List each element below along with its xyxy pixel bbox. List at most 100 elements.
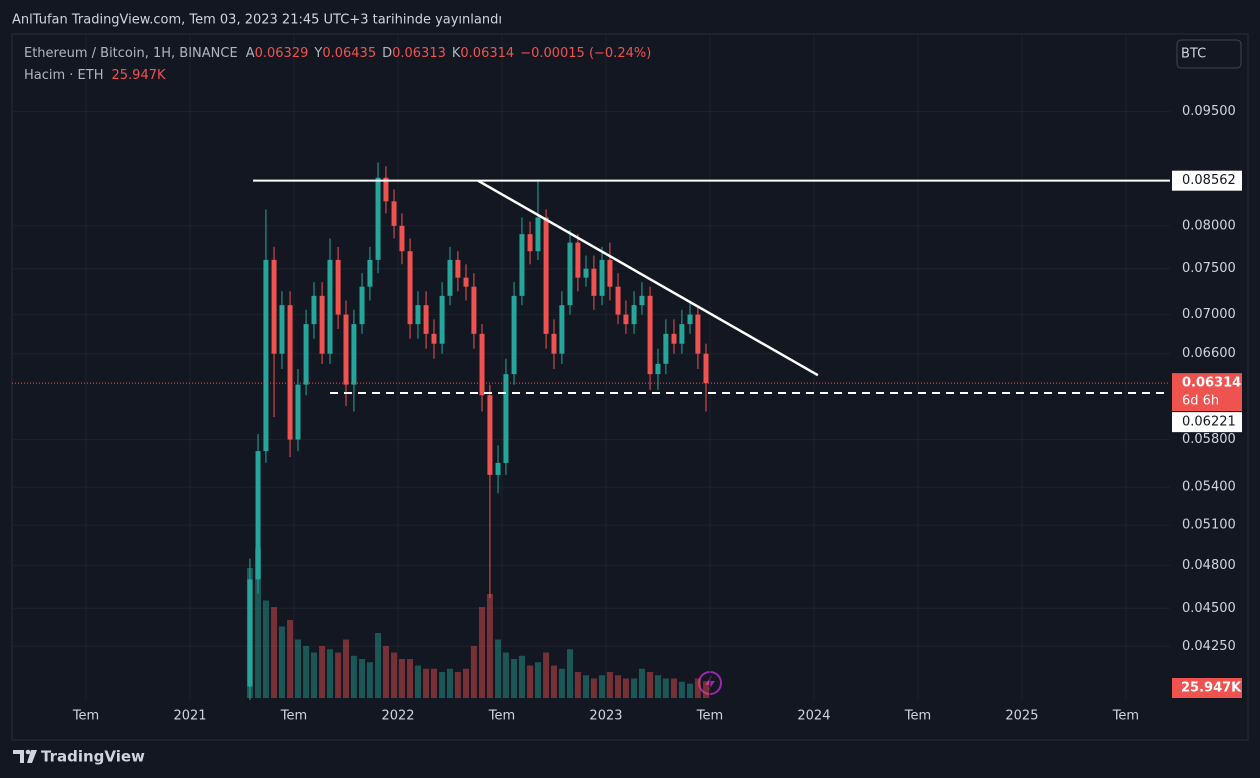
candle-body [351, 324, 357, 385]
candle-body [567, 242, 573, 306]
ohlc-value: 0.06313 [392, 46, 446, 61]
candle-body [383, 177, 389, 202]
x-tick-label: 2024 [797, 709, 830, 724]
volume-bar [511, 659, 518, 698]
candle-body [343, 314, 349, 385]
price-label-box [1172, 170, 1242, 191]
volume-bar [303, 646, 310, 698]
volume-bar [543, 652, 550, 698]
candle-body [375, 177, 381, 260]
volume-bar [446, 668, 453, 698]
ohlc-value: 0.06314 [460, 46, 514, 61]
candle-body [279, 305, 285, 354]
candle-body [511, 295, 517, 375]
volume-bar [319, 646, 326, 698]
candle-body [687, 314, 693, 325]
volume-bar [566, 649, 573, 698]
countdown: 6d 6h [1182, 394, 1219, 409]
candle-body [327, 259, 333, 354]
y-tick-label: 0.05800 [1182, 432, 1236, 447]
volume-bar [558, 668, 565, 698]
price-label-box [1172, 373, 1242, 412]
y-tick-label: 0.08000 [1182, 218, 1236, 233]
candle-body [575, 242, 581, 278]
candle-body [631, 305, 637, 325]
volume-bar [391, 652, 398, 698]
support-price: 0.06221 [1182, 415, 1236, 430]
y-tick-label: 0.09500 [1182, 104, 1236, 119]
volume-bar [382, 646, 389, 698]
candle-body [431, 333, 437, 344]
candle-body [399, 225, 405, 252]
candle-body [535, 217, 541, 252]
trend-line [477, 179, 819, 377]
candle-body [615, 286, 621, 315]
candle-body [487, 395, 493, 475]
legend: Ethereum / Bitcoin, 1H, BINANCE A0.06329 Y… [24, 46, 651, 61]
volume-bar [463, 668, 470, 698]
header: AnlTufan TradingView.com, Tem 03, 2023 2… [12, 13, 502, 28]
legend-title: Ethereum / Bitcoin, 1H, BINANCE [24, 46, 238, 61]
x-tick-label: 2025 [1005, 709, 1038, 724]
currency-button[interactable] [1176, 39, 1242, 69]
x-tick-label: Tem [904, 709, 931, 724]
volume-bar [454, 672, 461, 698]
volume-bar [375, 633, 382, 698]
volume-bar [278, 626, 285, 698]
volume-bar [470, 646, 477, 698]
y-tick-label: 0.05100 [1182, 518, 1236, 533]
volume-bar [343, 639, 350, 698]
volume-legend-value: 25.947K [112, 68, 166, 83]
volume-bar [502, 652, 509, 698]
volume-bar [590, 678, 597, 698]
ohlc-label: D [382, 46, 392, 61]
volume-last: 25.947K [1181, 681, 1242, 696]
volume-bar [271, 607, 278, 698]
volume-bar [647, 672, 654, 698]
x-tick-label: 2022 [381, 709, 414, 724]
candle-body [367, 259, 373, 287]
candle-body [607, 259, 613, 287]
y-tick-label: 0.04250 [1182, 639, 1236, 654]
candle-body [479, 333, 485, 396]
candle-body [495, 462, 501, 475]
candle-body [359, 286, 365, 325]
candle-body [599, 259, 605, 296]
volume-bar [654, 675, 661, 698]
candle-body [655, 363, 661, 375]
candle-body [671, 333, 677, 344]
candle-body [591, 268, 597, 296]
candle-body [447, 259, 453, 296]
volume-bar [550, 665, 557, 698]
candle-body [471, 286, 477, 334]
volume-bar [430, 668, 437, 698]
volume-bar [255, 548, 262, 698]
candle-body [703, 353, 709, 384]
volume-bar [694, 678, 701, 698]
x-tick-label: Tem [280, 709, 307, 724]
volume-bar [638, 668, 645, 698]
candle-body [663, 333, 669, 364]
volume-bar [439, 672, 446, 698]
x-tick-label: Tem [696, 709, 723, 724]
volume-bar [326, 649, 333, 698]
x-tick-label: Tem [488, 709, 515, 724]
ohlc-label: A [246, 46, 255, 61]
candle-body [391, 201, 397, 226]
x-tick-label: 2023 [589, 709, 622, 724]
y-tick-label: 0.05400 [1182, 480, 1236, 495]
currency[interactable]: BTC [1181, 47, 1206, 62]
candle-body [335, 259, 341, 315]
volume-bar [606, 672, 613, 698]
volume-bar [294, 639, 301, 698]
candle-body [247, 579, 253, 687]
candle-body [527, 234, 533, 252]
candle-body [455, 259, 461, 278]
volume-bar [670, 678, 677, 698]
candle-body [311, 295, 317, 325]
candle-body [551, 333, 557, 354]
candle-body [319, 295, 325, 354]
ohlc-label: Y [313, 46, 322, 61]
volume-bar [678, 681, 685, 698]
